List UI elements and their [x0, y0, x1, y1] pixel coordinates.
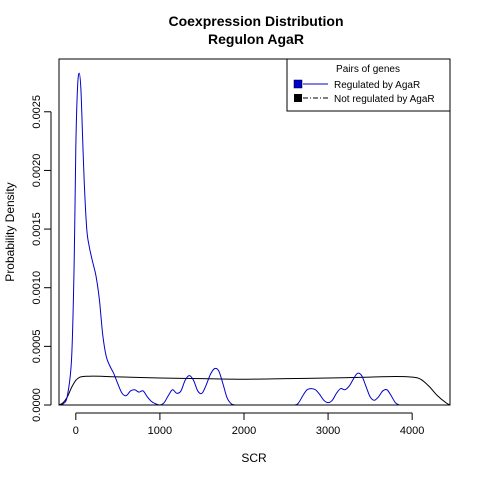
chart-title: Coexpression Distribution — [168, 13, 343, 29]
series-layer — [59, 72, 450, 405]
x-axis-label: SCR — [241, 451, 267, 465]
y-tick-label: 0.0020 — [31, 154, 43, 188]
x-tick-label: 2000 — [232, 425, 256, 437]
y-tick-label: 0.0000 — [31, 388, 43, 422]
legend-box — [286, 58, 451, 112]
plot-frame — [58, 58, 451, 406]
x-tick-label: 4000 — [400, 425, 424, 437]
y-tick-label: 0.0005 — [31, 330, 43, 364]
legend-swatch-not-regulated — [294, 94, 302, 102]
y-axis: 0.0000 0.0005 0.0010 0.0015 0.0020 0.0025 — [31, 95, 52, 422]
series-line-not-regulated — [59, 375, 450, 405]
y-axis-label: Probability Density — [3, 182, 17, 281]
x-axis: 0 1000 2000 3000 4000 — [73, 412, 424, 437]
y-tick-label: 0.0025 — [31, 95, 43, 129]
plot-area — [58, 58, 451, 406]
x-tick-label: 0 — [73, 425, 79, 437]
x-tick-label: 3000 — [316, 425, 340, 437]
legend-swatch-regulated — [293, 79, 303, 89]
chart-subtitle: Regulon AgaR — [208, 31, 304, 47]
legend-title: Pairs of genes — [336, 64, 400, 75]
x-tick-label: 1000 — [148, 425, 172, 437]
y-tick-label: 0.0015 — [31, 212, 43, 246]
series-line-regulated — [59, 72, 400, 405]
legend-label-not-regulated: Not regulated by AgaR — [334, 94, 435, 105]
legend: Pairs of genes Regulated by AgaR Not reg… — [286, 58, 451, 112]
y-tick-label: 0.0010 — [31, 271, 43, 305]
legend-label-regulated: Regulated by AgaR — [334, 80, 420, 91]
